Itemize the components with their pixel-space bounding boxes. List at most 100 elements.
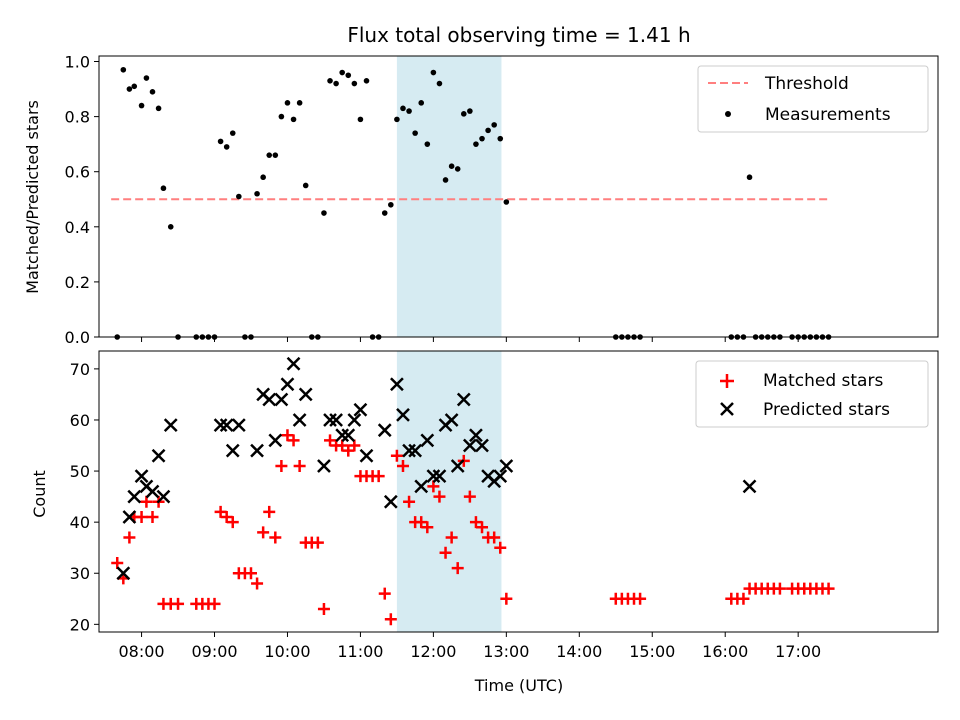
matched-star-point <box>348 439 361 452</box>
matched-star-point <box>773 582 786 595</box>
matched-star-point <box>220 511 233 524</box>
measurement-point <box>442 177 449 183</box>
measurement-point <box>497 135 504 142</box>
y-tick-label: 1.0 <box>65 53 90 72</box>
predicted-star-point <box>420 433 435 448</box>
predicted-star-point <box>219 418 234 432</box>
matched-star-point <box>415 516 428 529</box>
measurement-point <box>424 141 431 147</box>
y-tick-label: 20 <box>70 615 90 634</box>
measurement-point <box>467 108 473 114</box>
matched-star-point <box>123 531 136 544</box>
bottom-y-axis-label: Count <box>30 470 49 518</box>
predicted-star-point <box>274 392 289 407</box>
predicted-star-point <box>475 438 489 453</box>
predicted-star-point <box>335 428 350 443</box>
measurement-point <box>357 116 364 123</box>
measurement-point <box>229 130 236 136</box>
bottom-legend-box <box>695 360 929 428</box>
measurement-point <box>485 127 491 134</box>
top-plot: 0.0 0.2 0.4 0.6 0.8 1.0 Matched/Predicted sta… <box>23 53 939 347</box>
measurement-point <box>327 77 333 84</box>
measurement-point <box>381 210 388 216</box>
bottom-highlight-span <box>396 351 502 632</box>
legend-predicted-label: Predicted stars <box>763 400 890 420</box>
legend-measurement-swatch <box>725 111 731 117</box>
bottom-legend: Matched stars Predicted stars <box>695 360 929 428</box>
matched-star-point <box>342 444 355 457</box>
matched-star-point <box>172 597 185 610</box>
predicted-star-point <box>377 423 392 438</box>
y-tick-label: 40 <box>70 513 90 532</box>
predicted-star-point <box>353 402 368 417</box>
matched-star-point <box>403 495 416 508</box>
matched-star-point <box>135 511 148 524</box>
bottom-plot: 20 30 40 50 60 70 08:00 09:00 10:00 11:00 12:00 13… <box>30 350 939 695</box>
matched-star-point <box>500 592 513 605</box>
matched-star-point <box>469 516 482 529</box>
predicted-star-point <box>250 443 264 458</box>
measurement-point <box>351 80 358 87</box>
measurement-points <box>114 66 832 340</box>
top-legend: Threshold Measurements <box>697 65 929 133</box>
x-tick-label: 14:00 <box>556 642 602 661</box>
measurement-point <box>217 138 224 145</box>
bottom-plot-frame <box>98 350 939 633</box>
measurement-point <box>333 80 339 87</box>
predicted-star-point <box>225 443 240 458</box>
measurement-point <box>746 174 753 181</box>
predicted-star-point <box>462 438 477 453</box>
measurement-point <box>460 111 467 117</box>
predicted-star-point <box>145 484 160 499</box>
predicted-star-point <box>122 510 137 524</box>
x-tick-label: 09:00 <box>191 642 237 661</box>
matched-star-point <box>111 557 124 570</box>
matched-star-point <box>263 505 276 518</box>
matched-star-point <box>822 582 835 595</box>
y-tick-label: 60 <box>70 411 90 430</box>
x-tick-label: 08:00 <box>119 642 165 661</box>
x-tick-label: 10:00 <box>264 642 310 661</box>
predicted-star-point <box>426 469 441 484</box>
measurement-point <box>126 86 133 92</box>
matched-star-point <box>146 511 159 524</box>
measurement-point <box>155 105 162 112</box>
measurement-point <box>503 199 510 205</box>
measurement-point <box>473 141 479 147</box>
predicted-star-point <box>298 387 313 402</box>
measurement-point <box>448 163 455 169</box>
measurement-point <box>321 210 327 216</box>
measurement-point <box>284 100 291 106</box>
top-highlight-span <box>396 56 502 337</box>
legend-matched-label: Matched stars <box>763 371 883 391</box>
predicted-star-point <box>127 489 142 504</box>
matched-star-point <box>421 521 434 534</box>
y-tick-label: 0.4 <box>65 218 90 237</box>
matched-star-point <box>494 541 507 554</box>
measurement-point <box>266 152 273 158</box>
y-tick-label: 50 <box>70 462 90 481</box>
matched-star-point <box>336 439 349 452</box>
matched-star-point <box>451 562 464 575</box>
matched-star-point <box>324 434 337 447</box>
matched-star-point <box>439 546 452 559</box>
x-tick-label: 15:00 <box>629 642 675 661</box>
measurement-point <box>254 190 260 197</box>
x-tick-label: 11:00 <box>337 642 383 661</box>
predicted-star-point <box>444 413 459 427</box>
predicted-star-point <box>134 469 149 484</box>
predicted-star-point <box>742 479 757 494</box>
measurement-point <box>131 83 138 90</box>
matched-star-point <box>226 516 239 529</box>
legend-measurement-label: Measurements <box>765 105 891 125</box>
matched-star-point <box>396 459 409 472</box>
measurement-point <box>143 75 150 81</box>
matched-star-point <box>275 459 288 472</box>
y-tick-label: 0.2 <box>65 273 90 292</box>
y-tick-label: 70 <box>70 360 90 379</box>
matched-star-point <box>281 429 294 442</box>
y-tick-label: 0.6 <box>65 163 90 182</box>
measurement-point <box>430 69 437 76</box>
matched-star-point <box>257 526 270 539</box>
matched-star-point <box>317 603 330 616</box>
